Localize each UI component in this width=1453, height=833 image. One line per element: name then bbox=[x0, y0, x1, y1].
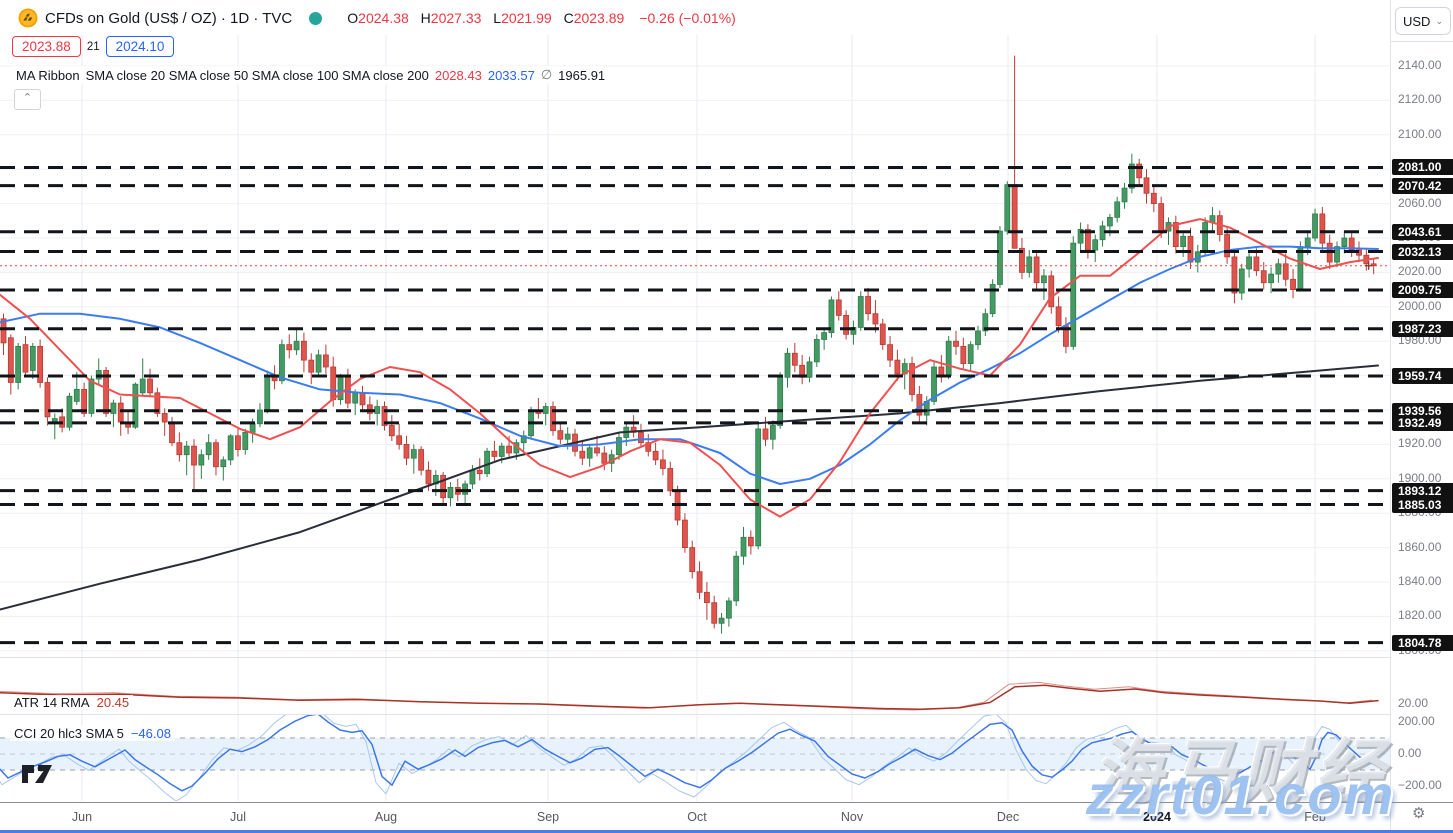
price-level-badge: 1893.12 bbox=[1392, 482, 1453, 499]
currency-button[interactable]: USD ⌄ bbox=[1395, 7, 1451, 35]
cci-tick: 200.00 bbox=[1398, 714, 1435, 728]
sma200-value: 1965.91 bbox=[558, 67, 606, 83]
symbol-title[interactable]: CFDs on Gold (US$ / OZ) · 1D · TVC bbox=[45, 9, 293, 27]
atr-legend: ATR 14 RMA 20.45 bbox=[10, 695, 134, 710]
atr-tick: 20.00 bbox=[1398, 696, 1429, 710]
time-label: Feb bbox=[1304, 810, 1326, 824]
price-tick: 1840.00 bbox=[1398, 574, 1442, 588]
price-scale[interactable]: 2140.002120.002100.002080.002060.002040.… bbox=[1390, 0, 1453, 801]
price-tick: 1860.00 bbox=[1398, 539, 1442, 554]
price-level-badge: 1959.74 bbox=[1392, 368, 1453, 385]
low-label: L bbox=[493, 10, 502, 26]
trade-widget: 2023.88 21 2024.10 bbox=[12, 36, 175, 57]
price-level-badge: 1804.78 bbox=[1392, 634, 1453, 651]
price-level-badge: 2009.75 bbox=[1392, 282, 1453, 299]
time-axis[interactable]: Jun Jul Aug Sep Oct Nov Dec 2024 Feb bbox=[0, 802, 1453, 831]
tradingview-logo[interactable] bbox=[20, 761, 60, 787]
price-level-badge: 1932.49 bbox=[1392, 414, 1453, 431]
chevron-down-icon: ⌄ bbox=[1435, 15, 1443, 26]
price-tick: 1820.00 bbox=[1398, 608, 1442, 623]
time-label: Nov bbox=[840, 810, 864, 824]
sma20-value: 2028.43 bbox=[434, 67, 482, 83]
symbol-toolbar: CFDs on Gold (US$ / OZ) · 1D · TVC O2024… bbox=[12, 6, 742, 30]
watermark-site: zzrt01.com bbox=[1086, 763, 1396, 826]
price-tick: 2000.00 bbox=[1398, 298, 1442, 313]
price-level-badge: 1987.23 bbox=[1392, 320, 1453, 337]
price-tick: 1900.00 bbox=[1398, 470, 1442, 485]
atr-value: 20.45 bbox=[96, 695, 130, 710]
watermark-chinese: 海马财经 bbox=[1092, 733, 1388, 811]
price-level-badge: 2043.61 bbox=[1392, 223, 1453, 240]
price-level-badge: 2032.13 bbox=[1392, 243, 1453, 260]
market-status-dot[interactable] bbox=[309, 11, 323, 25]
cci-title[interactable]: CCI 20 hlc3 SMA 5 bbox=[14, 726, 124, 741]
price-tick: 2060.00 bbox=[1398, 195, 1442, 210]
cci-tick: 0.00 bbox=[1398, 746, 1422, 760]
high-value: 2027.33 bbox=[430, 10, 482, 26]
price-tick: 2020.00 bbox=[1398, 264, 1442, 279]
price-tick: 2100.00 bbox=[1398, 126, 1442, 141]
gear-icon[interactable]: ⚙ bbox=[1412, 805, 1426, 822]
ma-ribbon-legend: MA Ribbon SMA close 20 SMA close 50 SMA … bbox=[12, 66, 610, 84]
close-label: C bbox=[563, 10, 574, 26]
time-label: Aug bbox=[374, 810, 398, 824]
price-level-badge: 2081.00 bbox=[1392, 159, 1453, 176]
time-label: Jun bbox=[71, 810, 93, 824]
cci-legend: CCI 20 hlc3 SMA 5 −46.08 bbox=[10, 726, 175, 741]
ma-ribbon-title[interactable]: MA Ribbon bbox=[16, 67, 80, 83]
price-tick: 2140.00 bbox=[1398, 58, 1442, 72]
axis-separator bbox=[1390, 802, 1391, 830]
price-level-badge: 1885.03 bbox=[1392, 496, 1453, 513]
chart-canvas[interactable] bbox=[0, 0, 1390, 802]
ma-ribbon-params: SMA close 20 SMA close 50 SMA close 100 … bbox=[85, 67, 429, 83]
time-label: Sep bbox=[536, 810, 560, 824]
time-label: Jul bbox=[230, 810, 246, 824]
close-value: 2023.89 bbox=[573, 10, 625, 26]
low-value: 2021.99 bbox=[501, 10, 552, 26]
cci-tick: −200.00 bbox=[1398, 778, 1442, 792]
currency-label: USD bbox=[1403, 13, 1431, 29]
sma50-value: 2033.57 bbox=[487, 67, 535, 83]
high-label: H bbox=[420, 10, 431, 26]
legend-collapse-button[interactable]: ⌃ bbox=[14, 89, 41, 110]
open-value: 2024.38 bbox=[358, 10, 409, 26]
time-label: Oct bbox=[687, 810, 707, 824]
change-value: −0.26 (−0.01%) bbox=[639, 10, 736, 26]
buy-button[interactable]: 2024.10 bbox=[105, 36, 175, 57]
price-level-badge: 2070.42 bbox=[1392, 177, 1453, 194]
ohlc-values: O2024.38 H2027.33 L2021.99 C2023.89 bbox=[339, 10, 624, 26]
price-tick: 2120.00 bbox=[1398, 92, 1442, 107]
gold-coin-icon bbox=[18, 8, 38, 28]
currency-area: USD ⌄ bbox=[1390, 0, 1453, 42]
time-label: Dec bbox=[996, 810, 1020, 824]
spread-value: 21 bbox=[86, 40, 100, 53]
bottom-strip bbox=[0, 830, 1453, 833]
open-label: O bbox=[347, 10, 359, 26]
sell-button[interactable]: 2023.88 bbox=[12, 36, 81, 57]
price-tick: 1920.00 bbox=[1398, 436, 1442, 451]
time-label: 2024 bbox=[1143, 810, 1171, 824]
price-level-badge: 1939.56 bbox=[1392, 402, 1453, 419]
sma100-value: ∅ bbox=[540, 67, 553, 82]
cci-value: −46.08 bbox=[130, 726, 171, 741]
atr-title[interactable]: ATR 14 RMA bbox=[14, 695, 90, 710]
